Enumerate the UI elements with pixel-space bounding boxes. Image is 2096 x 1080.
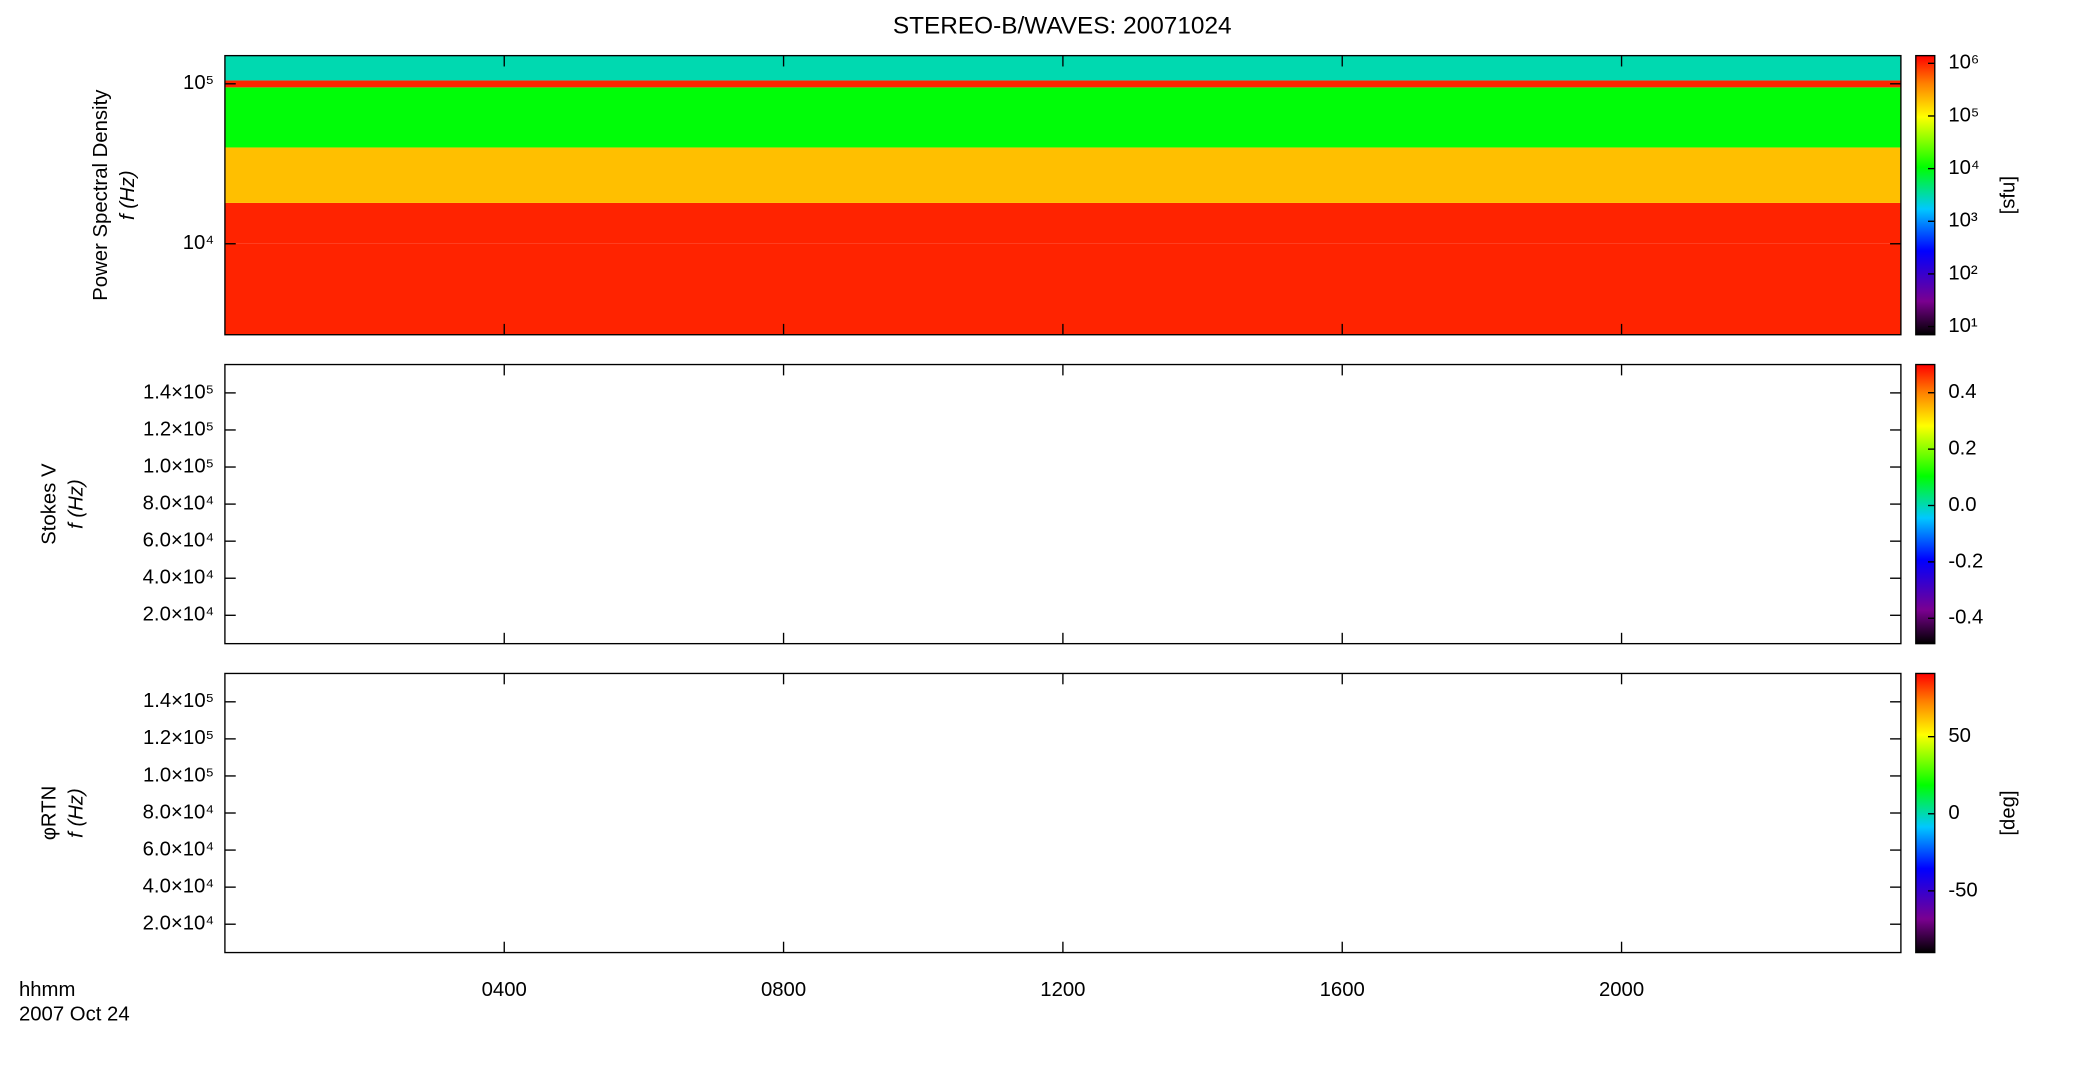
y-tick-label: 8.0×10⁴ xyxy=(143,492,214,514)
colorbar-tick-label: 10¹ xyxy=(1948,315,1978,337)
x-axis-label: hhmm xyxy=(19,979,75,1001)
colorbar-tick-label: 0.0 xyxy=(1948,494,1976,516)
y-tick-label: 6.0×10⁴ xyxy=(143,838,214,860)
colorbar xyxy=(1915,54,1936,336)
y-tick-label: 1.4×10⁵ xyxy=(143,690,214,712)
y-tick-label: 10⁵ xyxy=(183,72,214,94)
spectrogram-band xyxy=(224,87,1901,148)
colorbar-tick-label: 10² xyxy=(1948,262,1978,284)
colorbar-tick-label: 0.2 xyxy=(1948,437,1976,459)
x-tick-label: 0800 xyxy=(761,979,806,1001)
spectrogram-band xyxy=(224,80,1901,88)
y-axis-label: φRTN xyxy=(39,786,61,841)
y-tick-label: 6.0×10⁴ xyxy=(143,530,214,552)
colorbar-label: [sfu] xyxy=(1998,176,2020,214)
colorbar-tick-label: 10⁴ xyxy=(1948,157,1979,179)
x-tick-label: 1200 xyxy=(1040,979,1085,1001)
y-tick-label: 1.4×10⁵ xyxy=(143,381,214,403)
y-axis-label: f (Hz) xyxy=(117,170,139,220)
colorbar-tick-label: 10⁶ xyxy=(1948,52,1979,74)
y-tick-label: 2.0×10⁴ xyxy=(143,604,214,626)
y-tick-label: 2.0×10⁴ xyxy=(143,913,214,935)
colorbar xyxy=(1915,363,1936,645)
plot-frame xyxy=(224,363,1902,645)
x-tick-label: 1600 xyxy=(1320,979,1365,1001)
spectrogram-band xyxy=(224,202,1901,244)
colorbar-tick-label: 0 xyxy=(1948,802,1959,824)
x-axis-label: 2007 Oct 24 xyxy=(19,1003,130,1025)
y-tick-label: 1.0×10⁵ xyxy=(143,764,214,786)
colorbar-tick-label: -50 xyxy=(1948,879,1977,901)
plot-frame xyxy=(224,672,1902,954)
colorbar-label: [deg] xyxy=(1998,790,2020,835)
y-tick-label: 4.0×10⁴ xyxy=(143,567,214,589)
colorbar-tick-label: 10³ xyxy=(1948,210,1978,232)
y-axis-label: Stokes V xyxy=(39,463,61,545)
x-tick-label: 2000 xyxy=(1599,979,1644,1001)
colorbar xyxy=(1915,672,1936,954)
spectrogram-band xyxy=(224,243,1901,335)
y-tick-label: 10⁴ xyxy=(183,232,214,254)
colorbar-tick-label: -0.4 xyxy=(1948,607,1983,629)
y-axis-label: Power Spectral Density xyxy=(90,89,112,301)
y-tick-label: 1.0×10⁵ xyxy=(143,455,214,477)
colorbar-tick-label: -0.2 xyxy=(1948,550,1983,572)
y-axis-label: f (Hz) xyxy=(66,788,88,838)
y-axis-label: f (Hz) xyxy=(66,479,88,529)
colorbar-tick-label: 10⁵ xyxy=(1948,104,1979,126)
y-tick-label: 4.0×10⁴ xyxy=(143,876,214,898)
y-tick-label: 1.2×10⁵ xyxy=(143,418,214,440)
colorbar-tick-label: 0.4 xyxy=(1948,381,1976,403)
y-tick-label: 8.0×10⁴ xyxy=(143,801,214,823)
x-tick-label: 0400 xyxy=(482,979,527,1001)
chart-title: STEREO-B/WAVES: 20071024 xyxy=(893,13,1232,40)
colorbar-tick-label: 50 xyxy=(1948,725,1971,747)
y-tick-label: 1.2×10⁵ xyxy=(143,727,214,749)
spectrogram-band xyxy=(224,147,1901,203)
